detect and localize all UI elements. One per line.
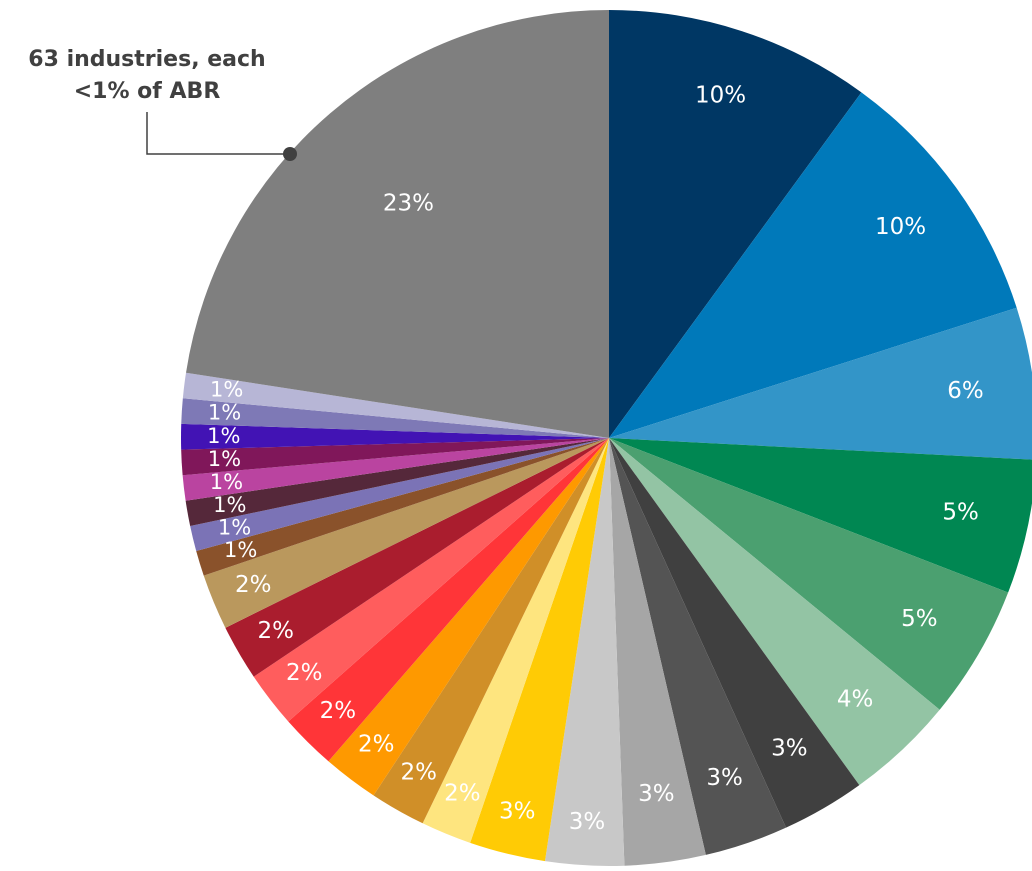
pie-slice-label-1: 10% [695, 83, 746, 109]
pie-slice-22 [182, 438, 609, 501]
callout-text-line-2: <1% of ABR [74, 79, 221, 104]
pie-slice-label-10: 3% [569, 809, 606, 835]
pie-slice-25 [181, 398, 610, 438]
pie-slice-27 [186, 9, 609, 439]
pie-slice-label-8: 3% [706, 765, 743, 791]
pie-slice-7 [609, 438, 860, 828]
pie-slice-24 [181, 423, 610, 450]
pie-slice-4 [609, 438, 1032, 593]
pie-slice-label-25: 1% [208, 401, 241, 425]
pie-slice-label-19: 1% [224, 538, 257, 562]
pie-slice-label-18: 2% [235, 572, 272, 598]
pie-slice-5 [609, 438, 1009, 710]
pie-slice-label-12: 2% [444, 781, 481, 807]
pie-slice-label-23: 1% [208, 447, 241, 471]
pie-slice-labels: 10%10%6%5%5%4%3%3%3%3%3%2%2%2%2%2%2%2%1%… [207, 83, 984, 835]
pie-slice-label-22: 1% [210, 470, 243, 494]
pie-slice-17 [225, 438, 609, 677]
pie-slice-label-5: 5% [901, 606, 938, 632]
pie-slice-20 [190, 438, 609, 552]
pie-slice-label-15: 2% [320, 698, 357, 724]
pie-slice-15 [288, 438, 609, 762]
pie-slice-label-7: 3% [771, 736, 808, 762]
pie-slice-label-11: 3% [499, 799, 536, 825]
pie-slice-23 [181, 438, 609, 476]
pie-slice-18 [203, 438, 610, 628]
pie-slice-label-14: 2% [358, 731, 395, 757]
pie-slice-label-16: 2% [286, 660, 323, 686]
pie-slice-10 [544, 438, 625, 866]
pie-slice-label-20: 1% [218, 516, 251, 540]
pie-slice-13 [373, 438, 609, 824]
pie-slice-6 [609, 438, 940, 786]
pie-slice-2 [609, 92, 1017, 438]
pie-slice-19 [196, 438, 609, 576]
pie-slice-3 [609, 307, 1032, 460]
callout-dot [283, 147, 297, 161]
pie-slice-21 [185, 438, 609, 527]
pie-slice-label-3: 6% [947, 378, 984, 404]
pie-slice-label-6: 4% [837, 687, 874, 713]
pie-slice-26 [182, 372, 609, 438]
pie-slice-8 [609, 438, 787, 855]
pie-slices [181, 9, 1032, 866]
pie-slice-9 [609, 438, 706, 866]
pie-slice-1 [609, 10, 862, 438]
pie-slice-label-17: 2% [258, 618, 295, 644]
pie-slice-label-26: 1% [210, 378, 243, 402]
pie-slice-label-27: 23% [383, 191, 434, 217]
callout-leader-line [146, 112, 290, 155]
pie-slice-label-9: 3% [638, 781, 675, 807]
pie-slice-label-2: 10% [875, 214, 926, 240]
pie-slice-label-4: 5% [942, 500, 979, 526]
pie-slice-16 [253, 438, 609, 722]
pie-slice-14 [328, 438, 609, 796]
pie-slice-label-21: 1% [213, 493, 246, 517]
pie-slice-12 [422, 438, 609, 843]
callout-text-line-1: 63 industries, each [28, 47, 265, 72]
pie-slice-label-24: 1% [207, 424, 240, 448]
pie-slice-11 [470, 438, 609, 862]
callout-annotation: 63 industries, each <1% of ABR [28, 47, 297, 161]
pie-slice-label-13: 2% [400, 759, 437, 785]
